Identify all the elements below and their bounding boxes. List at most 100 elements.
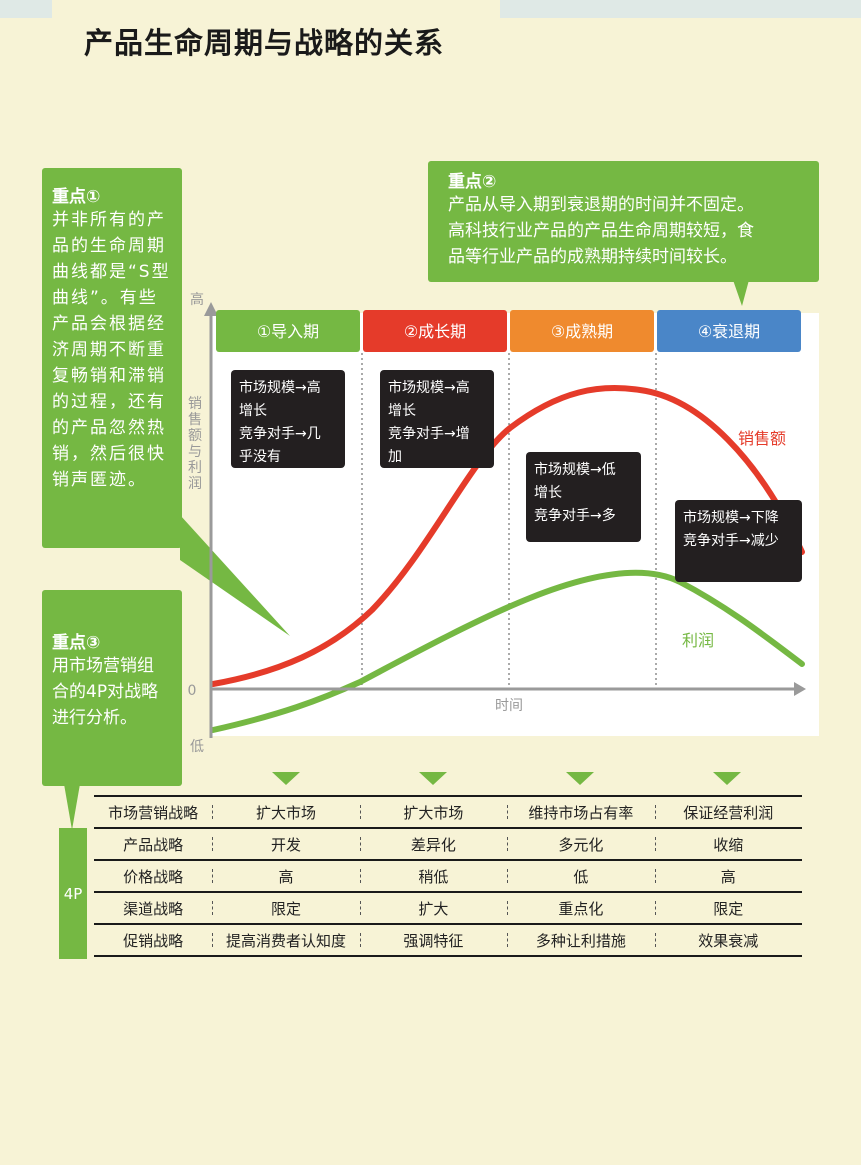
stage-note-box [231, 370, 345, 468]
callout-point-2-line: 高科技行业产品的产品生命周期较短，食 [448, 221, 754, 241]
row-label: 价格战略 [94, 860, 213, 893]
row-label: 市场营销战略 [94, 795, 213, 829]
table-cell: 维持市场占有率 [507, 795, 655, 829]
callout-point-3: 重点③ 用市场营销组 合的4P对战略 进行分析。 [42, 590, 182, 786]
table-row: 渠道战略 限定 扩大 重点化 限定 [94, 892, 802, 925]
callout-point-3-line: 进行分析。 [52, 708, 137, 728]
stage-note-line: 增长 [388, 403, 416, 419]
stage-note-box [380, 370, 494, 468]
table-cell: 重点化 [507, 892, 655, 925]
callout-point-1-line: 销，然后很快 [52, 444, 166, 464]
page-title: 产品生命周期与战略的关系 [84, 26, 445, 60]
table-cell: 低 [507, 860, 655, 893]
callout-point-1-line: 的产品忽然热 [52, 418, 166, 438]
table-row: 促销战略 提高消费者认知度 强调特征 多种让利措施 效果衰减 [94, 924, 802, 957]
callout-point-1-text: 并非所有的产 品的生命周期 曲线都是“S型 曲线”。有些 产品会根据经 济周期不断重 复畅销… [52, 207, 174, 493]
header-decoration-left [0, 0, 52, 18]
stage-down-arrow [566, 772, 594, 785]
sales-curve [210, 385, 805, 687]
stage-label: ①导入期 [257, 322, 319, 341]
table-cell: 差异化 [359, 828, 508, 861]
table-cell: 高 [654, 860, 802, 893]
x-axis-arrow [794, 682, 806, 696]
table-cell: 效果衰减 [654, 924, 802, 957]
stage-header-2 [363, 310, 507, 352]
row-label: 促销战略 [94, 924, 213, 957]
table-row: 产品战略 开发 差异化 多元化 收缩 [94, 828, 802, 861]
stage-label: ④衰退期 [698, 322, 760, 341]
stage-note-line: 竞争对手→减少 [683, 532, 779, 549]
profit-curve [210, 569, 805, 733]
4p-label: 4P [59, 828, 87, 959]
table-cell: 多种让利措施 [507, 924, 655, 957]
stage-header-1 [216, 310, 360, 352]
table-cell: 收缩 [654, 828, 802, 861]
callout-point-1-line: 并非所有的产 [52, 210, 166, 230]
callout-point-1-line: 曲线”。有些 [52, 288, 158, 308]
callout-point-3-line: 合的4P对战略 [52, 682, 159, 702]
y-axis-arrow [204, 302, 218, 316]
callout-point-1-line: 品的生命周期 [52, 236, 166, 256]
stage-note-box [526, 452, 641, 542]
table-cell: 扩大市场 [359, 795, 508, 829]
header-decoration-right [500, 0, 861, 18]
stage-header-4 [657, 310, 801, 352]
callout-point-1-title: 重点① [52, 187, 101, 207]
stage-note-line: 竞争对手→几 [239, 425, 321, 442]
row-label: 产品战略 [94, 828, 213, 861]
callout-point-3-text: 用市场营销组 合的4P对战略 进行分析。 [52, 653, 174, 731]
series-label-profit: 利润 [682, 631, 714, 650]
stage-note-line: 竞争对手→多 [534, 507, 616, 524]
table-cell: 保证经营利润 [654, 795, 802, 829]
stage-down-arrow [272, 772, 300, 785]
table-cell: 限定 [212, 892, 360, 925]
stage-note-line: 市场规模→高 [239, 379, 321, 396]
callout-point-1-line: 复畅销和滞销 [52, 366, 166, 386]
callout-2-pointer [733, 280, 749, 306]
callout-point-2-line: 品等行业产品的成熟期持续时间较长。 [448, 247, 737, 267]
callout-point-2-line: 产品从导入期到衰退期的时间并不固定。 [448, 195, 754, 215]
stage-note-box [675, 500, 802, 582]
stage-note-line: 市场规模→高 [388, 379, 470, 396]
callout-1-pointer [180, 515, 290, 636]
y-axis-top-label: 高 [190, 291, 204, 308]
y-axis-zero-label: 0 [188, 683, 197, 699]
table-cell: 提高消费者认知度 [212, 924, 360, 957]
table-cell: 扩大 [359, 892, 508, 925]
table-cell: 多元化 [507, 828, 655, 861]
table-cell: 高 [212, 860, 360, 893]
table-cell: 开发 [212, 828, 360, 861]
callout-3-pointer [64, 784, 80, 830]
stage-note-line: 增长 [534, 485, 562, 501]
stage-label: ③成熟期 [551, 322, 613, 341]
table-row: 价格战略高稍低低高 [94, 860, 802, 893]
callout-point-1-line: 曲线都是“S型 [52, 262, 171, 282]
callout-point-1-line: 济周期不断重 [52, 340, 166, 360]
callout-point-3-title: 重点③ [52, 633, 101, 653]
callout-point-2-text: 产品从导入期到衰退期的时间并不固定。 高科技行业产品的产品生命周期较短，食 品等行业… [448, 192, 807, 270]
strategy-table: 市场营销战略 扩大市场 扩大市场 维持市场占有率 保证经营利润 产品战略 开发 差异化 多元化收… [94, 795, 802, 957]
y-axis-bottom-label: 低 [190, 739, 204, 755]
y-axis-label: 销售额与利润 [188, 396, 202, 492]
callout-point-1: 重点① 并非所有的产 品的生命周期 曲线都是“S型 曲线”。有些 产品会根据经 济周期不断… [42, 168, 182, 548]
stage-note-line: 竞争对手→增 [388, 425, 470, 442]
callout-point-1-line: 的过程，还有 [52, 392, 166, 412]
table-cell: 强调特征 [359, 924, 508, 957]
stage-down-arrow [419, 772, 447, 785]
callout-point-1-line: 销声匿迹。 [52, 470, 147, 490]
stage-note-line: 市场规模→低 [534, 461, 616, 478]
x-axis-label: 时间 [495, 698, 523, 714]
stage-label: ②成长期 [404, 322, 466, 341]
stage-note-line: 增长 [239, 403, 267, 419]
stage-note-line: 市场规模→下降 [683, 509, 779, 526]
callout-point-1-line: 产品会根据经 [52, 314, 166, 334]
table-row: 市场营销战略 扩大市场 扩大市场 维持市场占有率 保证经营利润 [94, 795, 802, 829]
table-cell: 稍低 [359, 860, 508, 893]
series-label-sales: 销售额 [738, 429, 786, 448]
callout-point-2: 重点② 产品从导入期到衰退期的时间并不固定。 高科技行业产品的产品生命周期较短，食… [428, 161, 819, 282]
stage-down-arrow [713, 772, 741, 785]
callout-point-3-line: 用市场营销组 [52, 656, 154, 676]
table-cell: 扩大市场 [212, 795, 360, 829]
stage-note-line: 加 [388, 449, 402, 465]
